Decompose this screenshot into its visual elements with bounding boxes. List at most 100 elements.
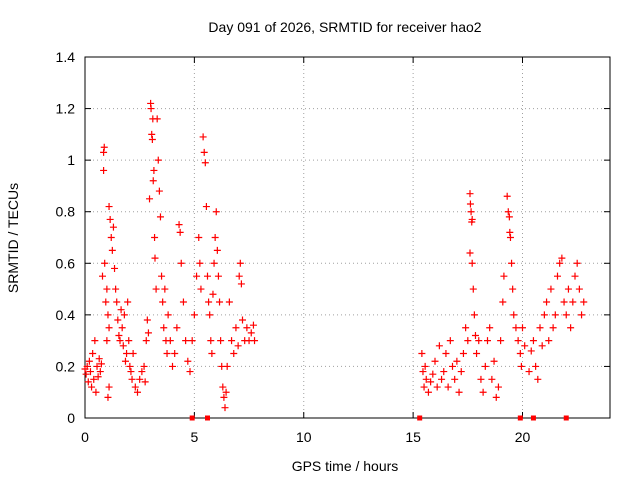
y-tick-label: 1 (67, 152, 75, 168)
data-point (125, 337, 133, 345)
data-point (455, 388, 463, 396)
data-point (467, 208, 475, 216)
data-point (82, 370, 90, 378)
data-point (538, 342, 546, 350)
data-point (123, 350, 131, 358)
data-point (96, 368, 104, 376)
data-point (222, 388, 230, 396)
data-point (112, 285, 120, 293)
data-point (212, 208, 220, 216)
data-point (190, 311, 198, 319)
data-point (234, 342, 242, 350)
data-points (81, 99, 588, 412)
data-point (184, 357, 192, 365)
data-point (151, 254, 159, 262)
data-point (83, 362, 91, 370)
data-point (473, 350, 481, 358)
data-point (201, 159, 209, 167)
grid (85, 57, 610, 418)
data-point (424, 388, 432, 396)
data-point (521, 342, 529, 350)
data-point (569, 298, 577, 306)
data-point (166, 337, 174, 345)
data-point (117, 306, 125, 314)
data-point (161, 285, 169, 293)
y-tick-label: 0.8 (56, 204, 76, 220)
data-point (488, 375, 496, 383)
data-point (186, 368, 194, 376)
data-point (516, 350, 524, 358)
data-point (236, 259, 244, 267)
data-point (207, 337, 215, 345)
data-point (93, 362, 101, 370)
data-point (466, 190, 474, 198)
data-point (163, 350, 171, 358)
data-point (109, 223, 117, 231)
data-point (150, 166, 158, 174)
data-point (536, 324, 544, 332)
data-point (466, 200, 474, 208)
data-point (195, 234, 203, 241)
data-point (484, 337, 491, 345)
data-point (442, 350, 450, 358)
data-point (193, 272, 201, 280)
data-point (545, 337, 553, 345)
data-point (211, 234, 219, 241)
data-point (146, 195, 154, 203)
data-point (249, 321, 257, 329)
data-point (431, 357, 439, 365)
data-point (131, 383, 139, 391)
data-point (196, 259, 204, 267)
axis-marker (530, 415, 536, 421)
data-point (444, 383, 452, 391)
data-point (100, 143, 108, 151)
data-point (503, 192, 511, 200)
data-point (221, 404, 229, 412)
data-point (560, 298, 568, 306)
data-point (176, 228, 184, 236)
data-point (540, 311, 548, 319)
plot-frame (84, 56, 611, 419)
data-point (99, 272, 106, 280)
data-point (121, 357, 129, 365)
data-point (106, 215, 114, 223)
data-point (208, 350, 216, 358)
data-point (206, 311, 214, 319)
y-tick-label: 0.6 (56, 255, 76, 271)
data-point (459, 350, 467, 358)
data-point (519, 324, 526, 332)
x-tick-label: 15 (405, 429, 421, 445)
data-point (160, 324, 168, 332)
data-point (119, 342, 127, 350)
data-point (173, 324, 181, 332)
x-tick-label: 5 (190, 429, 198, 445)
data-point (84, 378, 92, 386)
data-point (556, 259, 564, 267)
data-point (506, 228, 514, 236)
data-point (156, 213, 164, 221)
data-point (105, 324, 113, 332)
data-point (525, 368, 533, 376)
ticks: 0 0.2 0.4 0.6 0.8 1 1.2 1.4 0 5 10 15 20 (56, 49, 610, 445)
data-point (149, 177, 157, 185)
data-point (512, 324, 520, 332)
data-point (113, 298, 121, 306)
axis-marker (417, 415, 423, 421)
data-point (232, 324, 240, 332)
data-point (497, 337, 505, 345)
data-point (214, 272, 222, 280)
data-point (567, 324, 575, 332)
data-point (204, 272, 211, 280)
data-point (457, 368, 465, 376)
data-point (543, 298, 551, 306)
data-point (494, 383, 502, 391)
data-point (438, 375, 446, 383)
x-axis-title: GPS time / hours (292, 458, 399, 474)
data-point (532, 362, 540, 370)
data-point (479, 388, 487, 396)
data-point (213, 246, 221, 254)
data-point (175, 221, 183, 229)
data-point (549, 324, 557, 332)
